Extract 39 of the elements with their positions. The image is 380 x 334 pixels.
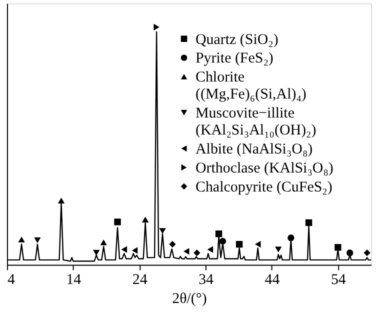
point [254,240,261,248]
legend-label: Quartz (SiO₂) [195,32,278,48]
x-tick-label: 54 [330,272,346,288]
point [18,236,25,242]
point [236,240,243,248]
x-tick-label: 14 [66,272,82,288]
x-axis-title: 2θ/(°) [172,291,207,308]
point [34,237,41,244]
point [169,240,176,248]
point [219,238,226,245]
legend-label: Albite (NaAlSi₃O₈) [195,142,313,158]
x-tick-label: 24 [132,272,148,288]
legend-label: Muscovite−illite (KAl₂Si₃Al₁₀(OH)₂) [195,106,316,139]
legend-label: Pyrite (FeS₂) [195,50,274,67]
legend-label: Orthoclase (KAlSi₃O₈) [195,160,334,176]
legend-label: Chalcopyrite (CuFeS₂) [195,179,332,196]
point [346,249,354,256]
x-tick-label: 34 [198,272,214,288]
x-tick-label: 4 [7,272,16,288]
point [364,249,370,256]
point [215,230,222,238]
point [92,250,100,256]
point [100,239,107,246]
point [334,244,342,251]
point [142,216,149,222]
x-tick-label: 44 [264,272,280,288]
point [159,228,166,234]
point [114,218,121,226]
point [121,246,128,253]
point [183,248,190,255]
legend-label: Chlorite ((Mg,Fe)₆(Si,Al)₄) [195,70,306,103]
point [275,246,282,252]
point [194,249,200,256]
point [305,219,312,226]
point [207,246,214,253]
point [58,198,65,204]
point [132,247,138,254]
point [288,234,294,242]
point [154,24,160,30]
